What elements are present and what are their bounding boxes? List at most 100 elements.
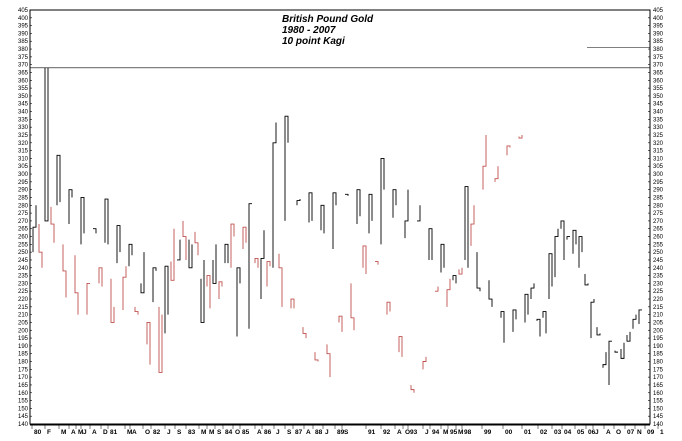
kagi-leg-black	[602, 352, 607, 368]
kagi-leg-black	[356, 189, 361, 225]
x-tick-label: 85	[242, 429, 250, 436]
kagi-leg-black	[566, 236, 570, 240]
kagi-leg-black	[260, 230, 265, 300]
y-tick-label-left: 245	[18, 258, 29, 264]
y-tick-label-left: 395	[18, 24, 29, 30]
kagi-leg-red	[446, 278, 451, 307]
kagi-leg-black	[632, 314, 637, 329]
y-tick-label-left: 145	[18, 414, 29, 420]
x-tick-label: 95	[450, 429, 458, 436]
y-tick-label-right: 230	[653, 281, 664, 287]
kagi-leg-black	[572, 229, 577, 254]
y-tick-label-left: 345	[18, 102, 29, 108]
x-tick-label: 86	[264, 429, 272, 436]
y-tick-label-left: 210	[18, 313, 29, 319]
kagi-leg-red	[362, 245, 367, 275]
kagi-leg-black	[116, 225, 121, 264]
kagi-leg-black	[128, 243, 133, 267]
y-tick-label-left: 200	[18, 328, 29, 334]
chart-subtitle-method: 10 point Kagi	[282, 36, 345, 47]
y-tick-label-right: 380	[653, 47, 664, 53]
y-tick-label-right: 140	[653, 422, 664, 428]
y-tick-label-right: 360	[653, 78, 664, 84]
x-tick-label: 91	[368, 429, 376, 436]
x-tick-label: A	[606, 429, 611, 436]
x-tick-label: J	[276, 429, 280, 436]
kagi-leg-black	[44, 67, 49, 222]
kagi-leg-black	[272, 122, 277, 268]
kagi-leg-red	[386, 301, 391, 315]
kagi-leg-red	[338, 315, 343, 332]
kagi-leg-black	[368, 193, 373, 234]
kagi-leg-black	[638, 309, 642, 325]
x-tick-label: 82	[153, 429, 161, 436]
kagi-leg-black	[380, 157, 385, 245]
y-tick-label-left: 230	[18, 281, 29, 287]
kagi-leg-red	[278, 253, 283, 307]
y-tick-label-right: 315	[653, 149, 664, 155]
kagi-leg-red	[98, 267, 103, 287]
x-tick-label: 87	[295, 429, 303, 436]
x-tick-label: 98	[464, 429, 472, 436]
y-tick-label-right: 210	[653, 313, 664, 319]
kagi-leg-black	[56, 154, 61, 206]
y-tick-label-right: 385	[653, 39, 664, 45]
kagi-lines	[32, 67, 642, 393]
x-tick-label: 07	[627, 429, 635, 436]
kagi-leg-black	[308, 192, 313, 223]
y-tick-label-left: 405	[18, 8, 29, 14]
kagi-leg-black	[590, 299, 595, 339]
reference-lines	[30, 47, 650, 69]
axes	[29, 9, 659, 429]
y-tick-label-left: 350	[18, 94, 29, 100]
kagi-leg-red	[230, 223, 235, 268]
y-tick-label-left: 140	[18, 422, 29, 428]
kagi-leg-black	[417, 205, 421, 222]
x-tick-label: M	[127, 429, 132, 436]
y-tick-label-right: 295	[653, 180, 664, 186]
kagi-leg-black	[554, 228, 559, 278]
y-tick-label-left: 175	[18, 367, 29, 373]
y-tick-label-right: 255	[653, 242, 664, 248]
x-tick-label: 94	[432, 429, 440, 436]
y-tick-label-left: 190	[18, 344, 29, 350]
x-tick-label: A	[306, 429, 311, 436]
x-tick-label: 89	[337, 429, 345, 436]
y-tick-label-right: 330	[653, 125, 664, 131]
kagi-leg-black	[320, 204, 325, 234]
y-tick-label-left: 400	[18, 16, 29, 22]
y-tick-label-left: 225	[18, 289, 29, 295]
y-tick-label-right: 405	[653, 8, 664, 14]
kagi-leg-black	[578, 236, 583, 268]
y-tick-label-left: 330	[18, 125, 29, 131]
x-tick-label: A	[92, 429, 97, 436]
y-tick-label-right: 355	[653, 86, 664, 92]
y-tick-label-right: 225	[653, 289, 664, 295]
y-tick-label-right: 150	[653, 406, 664, 412]
kagi-leg-black	[32, 205, 37, 253]
kagi-leg-red	[170, 228, 175, 281]
kagi-leg-black	[93, 228, 97, 234]
kagi-leg-red	[86, 282, 90, 315]
kagi-leg-black	[164, 265, 169, 334]
x-tick-label: S	[177, 429, 182, 436]
kagi-leg-red	[110, 278, 115, 323]
y-tick-label-left: 360	[18, 78, 29, 84]
y-tick-label-right: 325	[653, 133, 664, 139]
kagi-leg-black	[488, 280, 493, 307]
y-tick-label-left: 285	[18, 195, 29, 201]
kagi-leg-black	[104, 198, 109, 245]
y-tick-label-left: 215	[18, 305, 29, 311]
kagi-leg-red	[62, 244, 67, 298]
kagi-leg-red	[74, 255, 79, 315]
kagi-leg-black	[626, 331, 631, 342]
x-tick-label: J	[425, 429, 429, 436]
x-tick-label: 00	[505, 429, 513, 436]
kagi-leg-red	[206, 275, 211, 309]
kagi-leg-red	[350, 283, 355, 331]
kagi-leg-red	[470, 205, 475, 246]
x-tick-label: D	[103, 429, 108, 436]
y-tick-label-left: 185	[18, 352, 29, 358]
y-tick-label-right: 305	[653, 164, 664, 170]
